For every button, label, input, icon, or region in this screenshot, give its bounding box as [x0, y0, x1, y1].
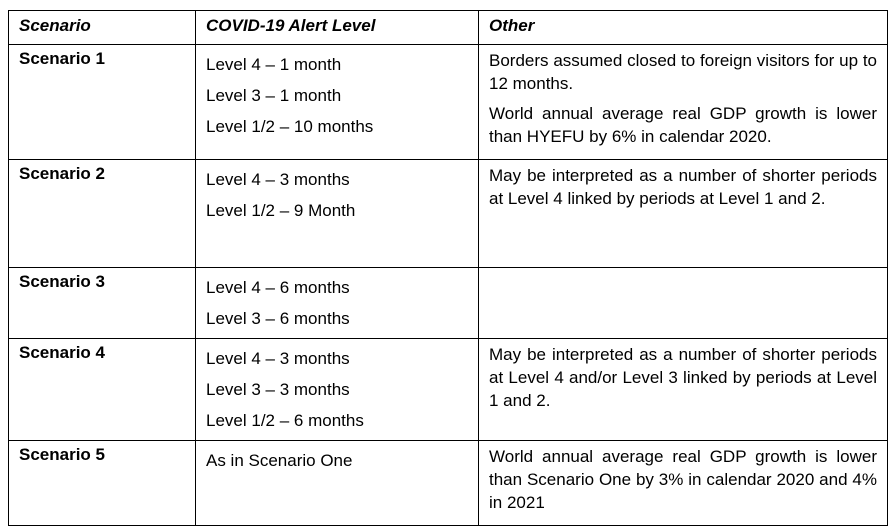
other-cell: May be interpreted as a number of shorte… [478, 159, 888, 268]
level-line: Level 1/2 – 6 months [206, 411, 364, 430]
level-line: Level 3 – 3 months [206, 380, 350, 399]
scenario-table: Scenario COVID-19 Alert Level Other Scen… [8, 10, 888, 526]
table-row: Scenario 3 Level 4 – 6 months Level 3 – 6… [8, 267, 888, 339]
level-line: Level 4 – 1 month [206, 55, 342, 74]
other-cell: May be interpreted as a number of shorte… [478, 338, 888, 441]
scenario-cell: Scenario 1 [8, 44, 196, 160]
other-text: World annual average real GDP growth is … [489, 104, 877, 146]
alert-level-cell: As in Scenario One [195, 440, 479, 526]
table-row: Scenario 5 As in Scenario One World annu… [8, 440, 888, 526]
table-row: Scenario 4 Level 4 – 3 months Level 3 – 3… [8, 338, 888, 441]
other-text: May be interpreted as a number of shorte… [489, 166, 877, 208]
other-text: Borders assumed closed to foreign visito… [489, 51, 877, 93]
level-line: Level 4 – 6 months [206, 278, 350, 297]
level-line: Level 3 – 6 months [206, 309, 350, 328]
level-line: Level 1/2 – 9 Month [206, 201, 356, 220]
other-text: May be interpreted as a number of shorte… [489, 345, 877, 410]
other-text: World annual average real GDP growth is … [489, 447, 877, 512]
alert-level-cell: Level 4 – 6 months Level 3 – 6 months [195, 267, 479, 339]
level-line: Level 4 – 3 months [206, 170, 350, 189]
alert-level-cell: Level 4 – 3 months Level 1/2 – 9 Month [195, 159, 479, 268]
other-cell [478, 267, 888, 339]
other-cell: World annual average real GDP growth is … [478, 440, 888, 526]
scenario-cell: Scenario 4 [8, 338, 196, 441]
scenario-cell: Scenario 5 [8, 440, 196, 526]
level-line: Level 4 – 3 months [206, 349, 350, 368]
table-row: Scenario 2 Level 4 – 3 months Level 1/2 –… [8, 159, 888, 268]
header-alert-level: COVID-19 Alert Level [195, 10, 479, 45]
other-cell: Borders assumed closed to foreign visito… [478, 44, 888, 160]
header-row: Scenario COVID-19 Alert Level Other [8, 10, 888, 45]
level-line: Level 3 – 1 month [206, 86, 342, 105]
level-line: Level 1/2 – 10 months [206, 117, 374, 136]
header-other: Other [478, 10, 888, 45]
scenario-cell: Scenario 3 [8, 267, 196, 339]
header-scenario: Scenario [8, 10, 196, 45]
alert-level-cell: Level 4 – 3 months Level 3 – 3 months Leve… [195, 338, 479, 441]
table-row: Scenario 1 Level 4 – 1 month Level 3 – 1 … [8, 44, 888, 160]
level-line: As in Scenario One [206, 451, 353, 470]
scenario-cell: Scenario 2 [8, 159, 196, 268]
alert-level-cell: Level 4 – 1 month Level 3 – 1 month Level … [195, 44, 479, 160]
